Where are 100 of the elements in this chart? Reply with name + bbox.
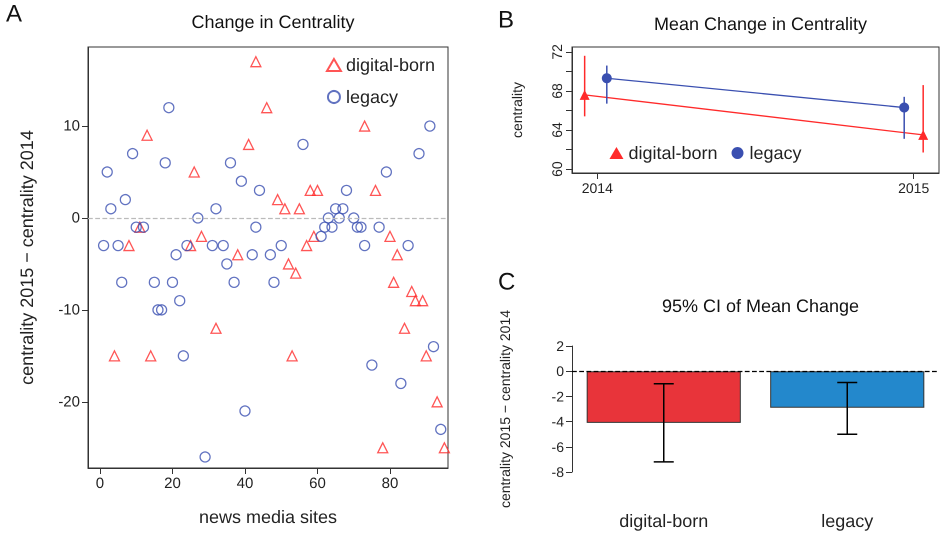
point xyxy=(438,442,450,454)
point xyxy=(232,249,244,260)
point xyxy=(304,184,316,196)
point xyxy=(170,249,182,260)
point xyxy=(156,304,168,316)
point xyxy=(312,184,324,196)
x-tick-label: 80 xyxy=(382,475,398,492)
text: B xyxy=(498,6,514,34)
point xyxy=(355,222,367,233)
y-axis-title: centrality xyxy=(509,82,525,138)
point xyxy=(120,194,131,206)
x-tick-label: 20 xyxy=(164,475,181,492)
point xyxy=(141,130,153,141)
x-tick-label: 40 xyxy=(236,475,254,492)
point xyxy=(370,184,382,196)
legend-label: legacy xyxy=(750,143,802,163)
point xyxy=(181,240,193,252)
point xyxy=(315,230,327,242)
point xyxy=(384,230,396,242)
point xyxy=(330,203,342,214)
point xyxy=(398,322,410,334)
point xyxy=(373,222,385,233)
point xyxy=(388,276,400,288)
point xyxy=(178,350,189,362)
point xyxy=(98,240,110,252)
point xyxy=(108,350,120,362)
point xyxy=(184,240,196,252)
point xyxy=(242,138,254,150)
y-tick-label: 2 xyxy=(556,338,564,354)
point xyxy=(264,249,276,260)
point xyxy=(102,166,113,178)
point xyxy=(340,184,352,196)
point xyxy=(250,222,262,233)
point xyxy=(134,222,146,233)
point xyxy=(366,359,378,371)
point xyxy=(402,240,414,252)
point xyxy=(276,240,287,252)
y-tick-label: -4 xyxy=(552,414,564,430)
chart-title: Change in Centrality xyxy=(191,12,355,32)
point xyxy=(206,240,218,252)
point xyxy=(380,166,392,178)
point xyxy=(145,350,156,362)
point xyxy=(166,276,178,288)
point xyxy=(210,203,222,214)
point xyxy=(358,240,370,252)
point xyxy=(308,230,320,242)
point xyxy=(337,203,349,214)
point xyxy=(224,157,236,168)
point xyxy=(163,102,174,114)
y-tick-label: -8 xyxy=(552,464,564,480)
legend-label: digital-born xyxy=(628,143,718,163)
point xyxy=(210,322,222,334)
chart-title: Mean Change in Centrality xyxy=(654,14,868,34)
x-axis-title: news media sites xyxy=(198,507,338,527)
point xyxy=(268,276,280,288)
text: A xyxy=(6,0,22,28)
point xyxy=(236,176,248,187)
point xyxy=(126,148,138,160)
point xyxy=(239,405,251,417)
y-tick-label: 72 xyxy=(549,44,565,60)
point xyxy=(246,249,258,260)
point xyxy=(174,295,186,306)
point xyxy=(254,184,266,196)
point xyxy=(138,222,150,233)
point xyxy=(410,295,422,306)
y-tick-label: 0 xyxy=(556,363,564,380)
y-tick-label: -20 xyxy=(58,393,80,410)
point xyxy=(112,240,124,252)
legend-label: legacy xyxy=(346,87,398,107)
point xyxy=(431,396,443,408)
text: C xyxy=(498,268,516,296)
y-tick-label: 68 xyxy=(549,82,565,99)
point xyxy=(326,222,338,233)
point xyxy=(290,267,302,279)
point xyxy=(406,286,418,298)
point xyxy=(392,249,403,260)
y-axis-title: centrality 2015 − centrality 2014 xyxy=(17,130,37,385)
point xyxy=(358,120,370,132)
point xyxy=(334,212,345,224)
legend-label: digital-born xyxy=(346,55,436,75)
point xyxy=(297,138,309,150)
point xyxy=(279,203,291,214)
point xyxy=(322,212,334,224)
x-tick-label: 2015 xyxy=(898,180,930,196)
point xyxy=(148,276,160,288)
y-axis-title: centrality 2015 − centrality 2014 xyxy=(497,310,513,508)
point xyxy=(319,222,330,233)
point xyxy=(196,230,208,242)
point xyxy=(116,276,128,288)
point xyxy=(192,212,204,224)
y-tick-label: 60 xyxy=(549,161,565,177)
point xyxy=(218,240,229,252)
point xyxy=(123,240,135,252)
point xyxy=(413,148,425,160)
y-tick-label: 10 xyxy=(63,118,80,135)
y-tick-label: 0 xyxy=(72,209,80,226)
point xyxy=(282,258,294,270)
point xyxy=(261,102,272,114)
point xyxy=(348,212,360,224)
y-tick-label: 64 xyxy=(549,122,565,138)
